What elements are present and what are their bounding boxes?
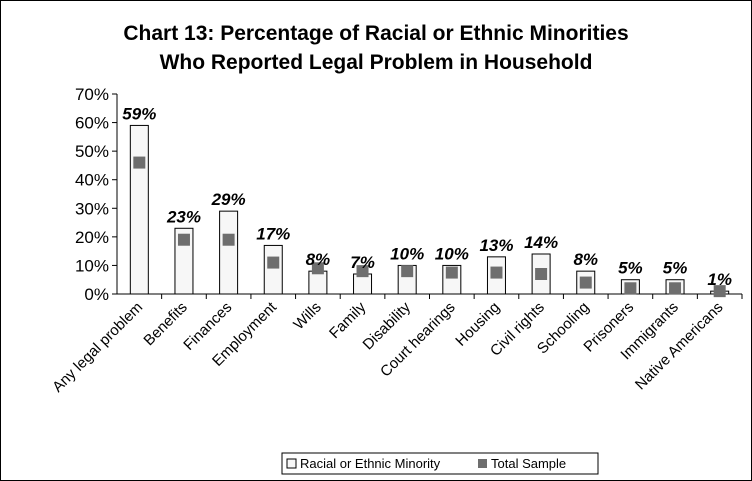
- data-label: 10%: [390, 244, 424, 263]
- data-label: 14%: [524, 233, 558, 252]
- marker-total-sample: [267, 256, 280, 269]
- y-tick-label: 10%: [75, 256, 109, 275]
- bar-minority: [219, 210, 239, 295]
- marker-total-sample: [490, 266, 503, 279]
- data-label: 59%: [122, 104, 156, 123]
- bar-minority: [308, 270, 328, 295]
- data-label: 13%: [479, 236, 513, 255]
- marker-total-sample: [222, 233, 235, 246]
- chart-title-line1: Chart 13: Percentage of Racial or Ethnic…: [123, 22, 629, 45]
- data-label: 7%: [350, 253, 375, 272]
- data-label: 17%: [256, 224, 290, 243]
- legend-label-total: Total Sample: [491, 456, 566, 471]
- data-label: 29%: [211, 190, 246, 209]
- data-label: 8%: [573, 250, 598, 269]
- marker-total-sample: [311, 262, 324, 275]
- data-label: 10%: [435, 244, 469, 263]
- y-tick-label: 60%: [75, 114, 109, 133]
- y-tick-label: 50%: [75, 142, 109, 161]
- data-label: 23%: [166, 207, 201, 226]
- bar-minority: [129, 124, 149, 295]
- bar-minority: [263, 244, 283, 295]
- data-label: 5%: [618, 259, 643, 278]
- marker-total-sample: [535, 268, 548, 280]
- marker-total-sample: [445, 266, 458, 279]
- y-tick-label: 30%: [75, 199, 109, 218]
- legend-swatch-total: [478, 459, 487, 468]
- marker-total-sample: [177, 233, 190, 246]
- legend-box: [281, 452, 599, 475]
- y-tick-label: 20%: [75, 228, 109, 247]
- marker-total-sample: [401, 265, 414, 278]
- legend-swatch-minority: [286, 458, 297, 469]
- data-label: 8%: [306, 250, 331, 269]
- category-label: Family: [326, 298, 370, 342]
- marker-total-sample: [579, 276, 592, 289]
- data-label: 5%: [663, 259, 688, 278]
- marker-total-sample: [713, 285, 726, 298]
- category-label: Wills: [290, 299, 324, 333]
- y-tick-label: 70%: [75, 85, 109, 104]
- y-tick-label: 40%: [75, 171, 109, 190]
- chart-title-line2: Who Reported Legal Problem in Household: [159, 51, 593, 74]
- marker-total-sample: [624, 282, 637, 295]
- y-tick-label: 0%: [84, 285, 109, 304]
- category-label: Any legal problem: [49, 299, 146, 396]
- marker-total-sample: [133, 156, 146, 169]
- marker-total-sample: [669, 282, 682, 295]
- legend-label-minority: Racial or Ethnic Minority: [300, 456, 441, 471]
- data-label: 1%: [707, 270, 732, 289]
- marker-total-sample: [356, 265, 369, 278]
